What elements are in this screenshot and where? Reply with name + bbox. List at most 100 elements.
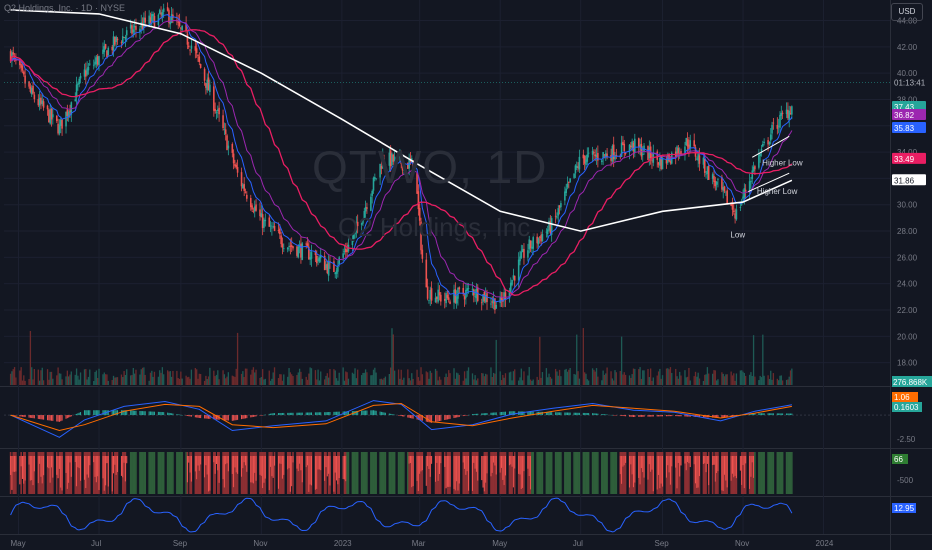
volume-bar [788, 376, 790, 385]
volume-bar [351, 372, 354, 385]
volume-bar [789, 370, 792, 385]
trend-spike [475, 456, 477, 472]
macd-hist-bar [638, 415, 640, 417]
trend-bar-red [197, 452, 199, 494]
macd-hist-bar [689, 415, 691, 417]
macd-hist-bar [400, 415, 402, 417]
trend-bar-green [363, 452, 366, 494]
trend-spike [52, 456, 54, 478]
volume-bar [272, 372, 274, 385]
trend-spike [264, 456, 266, 479]
trend-bar-green [354, 452, 356, 494]
candle-body [787, 109, 789, 119]
volume-bar [236, 332, 239, 385]
macd-hist-bar [658, 415, 660, 417]
volume-bar [327, 377, 330, 385]
trend-spike [15, 456, 17, 472]
trend-spike [74, 456, 76, 463]
price-badge-label: 35.83 [894, 124, 915, 133]
candle-body [343, 251, 346, 253]
volume-bar [446, 376, 449, 385]
trend-arrow [748, 172, 790, 193]
trend-bar-green [615, 452, 618, 494]
trend-spike [444, 456, 446, 467]
volume-bar [780, 375, 782, 385]
trend-spike [697, 456, 699, 488]
volume-bar [503, 377, 505, 385]
macd-hist-bar [523, 411, 525, 416]
candle-body [637, 138, 640, 147]
trend-spike [665, 456, 668, 478]
trend-bar-red [474, 452, 476, 494]
candle-body [631, 141, 633, 149]
volume-bars [9, 328, 793, 385]
volume-bar [742, 371, 744, 385]
macd-hist-bar [427, 415, 429, 422]
trend-bar-red [408, 452, 410, 494]
volume-bar [334, 370, 336, 385]
volume-badge [892, 376, 932, 387]
candle-body [135, 26, 137, 30]
candle-body [421, 249, 424, 259]
volume-bar [537, 379, 540, 385]
macd-hist-bar [601, 414, 603, 416]
trend-bar-green [379, 452, 381, 494]
macd-hist-bar [556, 412, 558, 416]
candle-body [86, 68, 88, 75]
trend-spike [671, 456, 673, 467]
macd-hist-bar [235, 415, 237, 421]
oscillator-badge [892, 503, 916, 513]
volume-bar [569, 367, 571, 385]
trend-bar-red [269, 452, 272, 494]
volume-bar [28, 379, 30, 385]
candle-body [337, 266, 339, 272]
trend-spike [638, 456, 640, 478]
trend-bar-green [597, 452, 599, 494]
trend-spike [464, 456, 466, 469]
volume-bar [79, 372, 82, 385]
macd-hist-bar [482, 413, 484, 416]
volume-bar [116, 377, 119, 385]
trend-spike [208, 456, 210, 492]
trend-spike [328, 456, 330, 474]
trend-bar-green [380, 452, 383, 494]
candle-body [557, 208, 560, 216]
candle-body [449, 301, 451, 304]
macd-hist-bar [499, 412, 501, 416]
volume-bar [251, 369, 253, 385]
macd-hist-bar [528, 411, 530, 416]
pane-divider-3 [0, 534, 932, 535]
candle-body [206, 79, 209, 91]
currency-button[interactable]: USD [891, 3, 923, 21]
candle-body [244, 191, 247, 193]
trend-spike [244, 456, 247, 466]
macd-hist-bar [648, 415, 650, 417]
candle-body [565, 188, 567, 194]
volume-bar [112, 375, 115, 385]
candle-body [407, 163, 409, 169]
macd-hist-bar [605, 414, 607, 416]
trend-bar-green [610, 452, 612, 494]
macd-hist-bar [545, 412, 547, 416]
trend-bar-red [243, 452, 245, 494]
macd-hist-bar [333, 411, 335, 416]
trend-spike [24, 456, 26, 481]
trend-spike [731, 456, 733, 474]
trend-bar-green [407, 452, 409, 494]
trend-spike [658, 456, 660, 475]
volume-bar [122, 377, 124, 385]
trend-bar-red [194, 452, 197, 494]
volume-bar [620, 336, 623, 385]
candle-body [319, 255, 322, 259]
trend-bar-green [141, 452, 144, 494]
macd-hist-bar [458, 415, 460, 417]
volume-bar [416, 369, 418, 385]
candle-body [289, 245, 292, 247]
symbol-header[interactable]: Q2 Holdings, Inc. · 1D · NYSE [4, 3, 126, 13]
trend-bar-green [762, 452, 764, 494]
volume-bar [288, 368, 290, 385]
volume-bar [455, 372, 458, 385]
volume-bar [652, 377, 654, 385]
trend-spike [214, 456, 216, 474]
